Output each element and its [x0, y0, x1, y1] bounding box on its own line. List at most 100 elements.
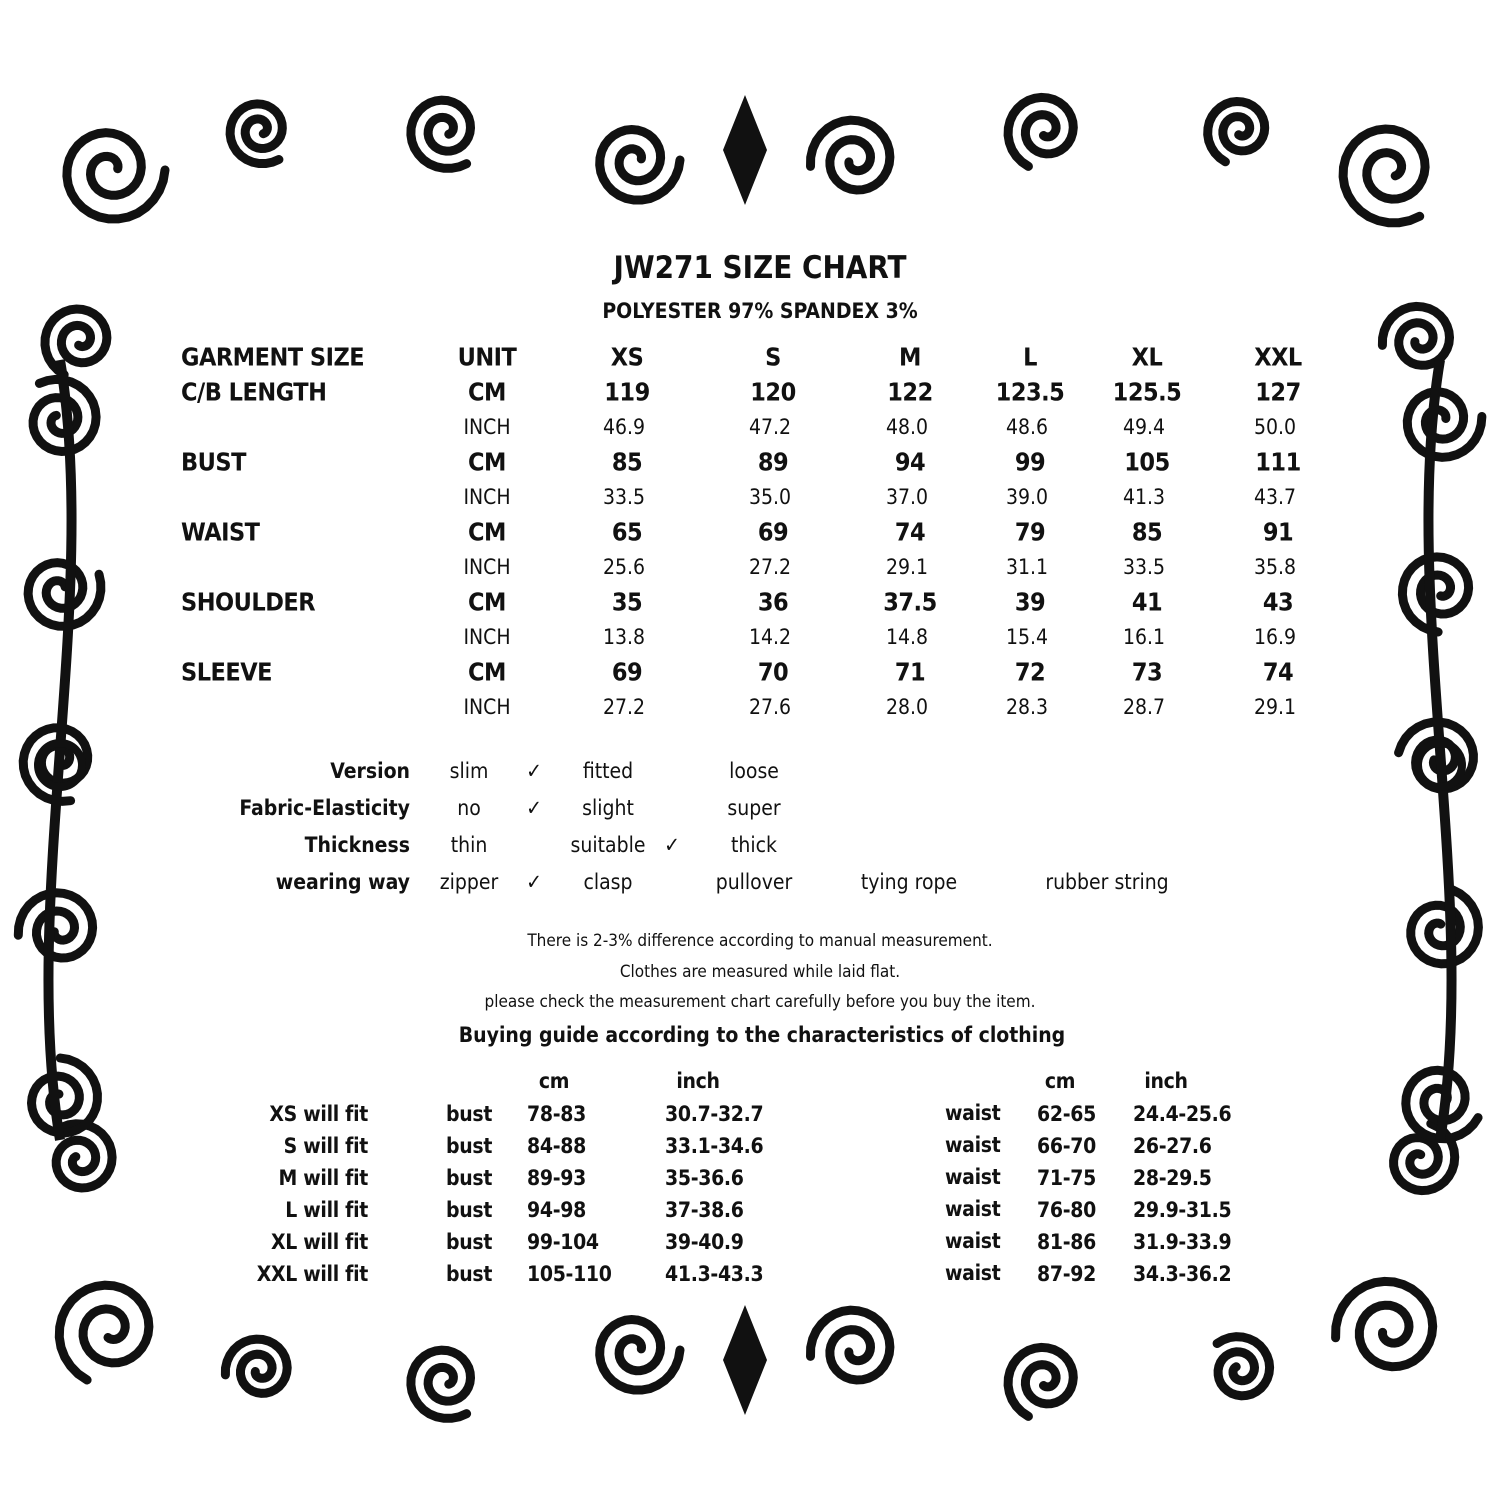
- cm-value: 43: [1262, 587, 1294, 617]
- table-header-cell: L: [1023, 342, 1037, 372]
- guide-waist-inch: 24.4-25.6: [1133, 1102, 1232, 1126]
- inch-value: 14.2: [748, 625, 792, 649]
- cm-value: 127: [1255, 377, 1301, 407]
- side-scroll-icon: [1401, 1065, 1483, 1144]
- guide-size-label: S will fit: [283, 1134, 369, 1158]
- cm-value: 122: [887, 377, 933, 407]
- unit-inch: INCH: [463, 555, 511, 579]
- table-header-cell: XL: [1131, 342, 1163, 372]
- side-vine-icon: [1423, 359, 1457, 1141]
- unit-inch: INCH: [463, 695, 511, 719]
- table-header-cell: S: [765, 342, 781, 372]
- cm-value: 91: [1262, 517, 1294, 547]
- measurement-label: SLEEVE: [181, 657, 273, 687]
- inch-value: 27.6: [748, 695, 792, 719]
- unit-inch: INCH: [463, 485, 511, 509]
- guide-bust-cm: 94-98: [527, 1198, 586, 1222]
- cm-value: 89: [757, 447, 789, 477]
- corner-scroll-icon: [220, 1334, 292, 1398]
- cm-value: 69: [757, 517, 789, 547]
- guide-size-label: M will fit: [278, 1166, 368, 1190]
- unit-cm: CM: [468, 657, 506, 687]
- side-scroll-icon: [13, 888, 98, 963]
- inch-value: 33.5: [602, 485, 646, 509]
- guide-waist-label: waist: [945, 1165, 1001, 1189]
- inch-value: 46.9: [602, 415, 646, 439]
- attribute-option: loose: [729, 759, 779, 783]
- cm-value: 73: [1131, 657, 1163, 687]
- attribute-option: fitted: [582, 759, 634, 783]
- unit-inch: INCH: [463, 625, 511, 649]
- buying-guide-title: Buying guide according to the characteri…: [458, 1023, 1066, 1047]
- guide-waist-inch: 26-27.6: [1133, 1134, 1212, 1158]
- cm-value: 72: [1014, 657, 1046, 687]
- fabric-composition: POLYESTER 97% SPANDEX 3%: [602, 299, 918, 323]
- cm-value: 35: [611, 587, 643, 617]
- inch-value: 13.8: [602, 625, 646, 649]
- cm-value: 120: [750, 377, 796, 407]
- corner-scroll-icon: [50, 1119, 117, 1193]
- corner-scroll-icon: [1338, 124, 1430, 228]
- guide-bust-cm: 78-83: [527, 1102, 586, 1126]
- attribute-label: Fabric-Elasticity: [239, 796, 410, 820]
- attribute-label: Version: [330, 759, 410, 783]
- cm-value: 85: [1131, 517, 1163, 547]
- fleur-icon: [723, 1305, 767, 1415]
- side-scroll-icon: [1397, 552, 1474, 637]
- unit-cm: CM: [468, 447, 506, 477]
- cm-value: 65: [611, 517, 643, 547]
- inch-value: 48.6: [1005, 415, 1049, 439]
- edge-scroll-icon: [406, 95, 476, 173]
- edge-scroll-icon: [406, 1345, 476, 1423]
- cm-value: 85: [611, 447, 643, 477]
- center-scroll-icon: [806, 115, 895, 195]
- cm-value: 74: [1262, 657, 1294, 687]
- cm-value: 41: [1131, 587, 1163, 617]
- inch-value: 27.2: [748, 555, 792, 579]
- inch-value: 43.7: [1253, 485, 1297, 509]
- table-header-cell: M: [899, 342, 921, 372]
- side-vine-icon: [43, 359, 77, 1141]
- inch-value: 48.0: [885, 415, 929, 439]
- side-scroll-icon: [28, 374, 101, 457]
- center-scroll-icon: [595, 124, 685, 205]
- attribute-label: wearing way: [275, 870, 410, 894]
- edge-scroll-icon: [1003, 1342, 1078, 1421]
- guide-waist-cm: 76-80: [1037, 1198, 1096, 1222]
- table-header-cell: GARMENT SIZE: [181, 342, 365, 372]
- guide-header-cm: cm: [538, 1069, 570, 1093]
- table-header-cell: UNIT: [457, 342, 517, 372]
- guide-bust-label: bust: [446, 1166, 493, 1190]
- check-mark-icon: ✓: [526, 759, 542, 783]
- page-title: JW271 SIZE CHART: [613, 250, 907, 286]
- inch-value: 29.1: [885, 555, 929, 579]
- guide-bust-label: bust: [446, 1262, 493, 1286]
- inch-value: 39.0: [1005, 485, 1049, 509]
- attribute-option: slim: [449, 759, 489, 783]
- guide-waist-label: waist: [945, 1261, 1001, 1285]
- cm-value: 79: [1014, 517, 1046, 547]
- center-scroll-icon: [595, 1314, 685, 1395]
- unit-cm: CM: [468, 517, 506, 547]
- unit-inch: INCH: [463, 415, 511, 439]
- inch-value: 27.2: [602, 695, 646, 719]
- fleur-icon: [723, 95, 767, 205]
- corner-scroll-icon: [1331, 1276, 1438, 1372]
- cm-value: 37.5: [883, 587, 937, 617]
- cm-value: 105: [1124, 447, 1170, 477]
- cm-value: 94: [894, 447, 926, 477]
- guide-bust-label: bust: [446, 1102, 493, 1126]
- cm-value: 71: [894, 657, 926, 687]
- rosette-icon: [1414, 739, 1466, 791]
- unit-cm: CM: [468, 587, 506, 617]
- check-mark-icon: ✓: [526, 796, 542, 820]
- guide-waist-cm: 62-65: [1037, 1102, 1096, 1126]
- inch-value: 41.3: [1122, 485, 1166, 509]
- table-header-cell: XXL: [1254, 342, 1302, 372]
- note-text: There is 2-3% difference according to ma…: [527, 931, 993, 951]
- inch-value: 35.8: [1253, 555, 1297, 579]
- guide-waist-inch: 29.9-31.5: [1133, 1198, 1232, 1222]
- inch-value: 15.4: [1005, 625, 1049, 649]
- side-scroll-icon: [23, 558, 106, 631]
